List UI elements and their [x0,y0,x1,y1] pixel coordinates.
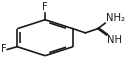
Text: NH: NH [107,35,122,45]
Text: NH₂: NH₂ [106,13,125,23]
Text: F: F [42,2,48,12]
Text: F: F [1,44,7,54]
